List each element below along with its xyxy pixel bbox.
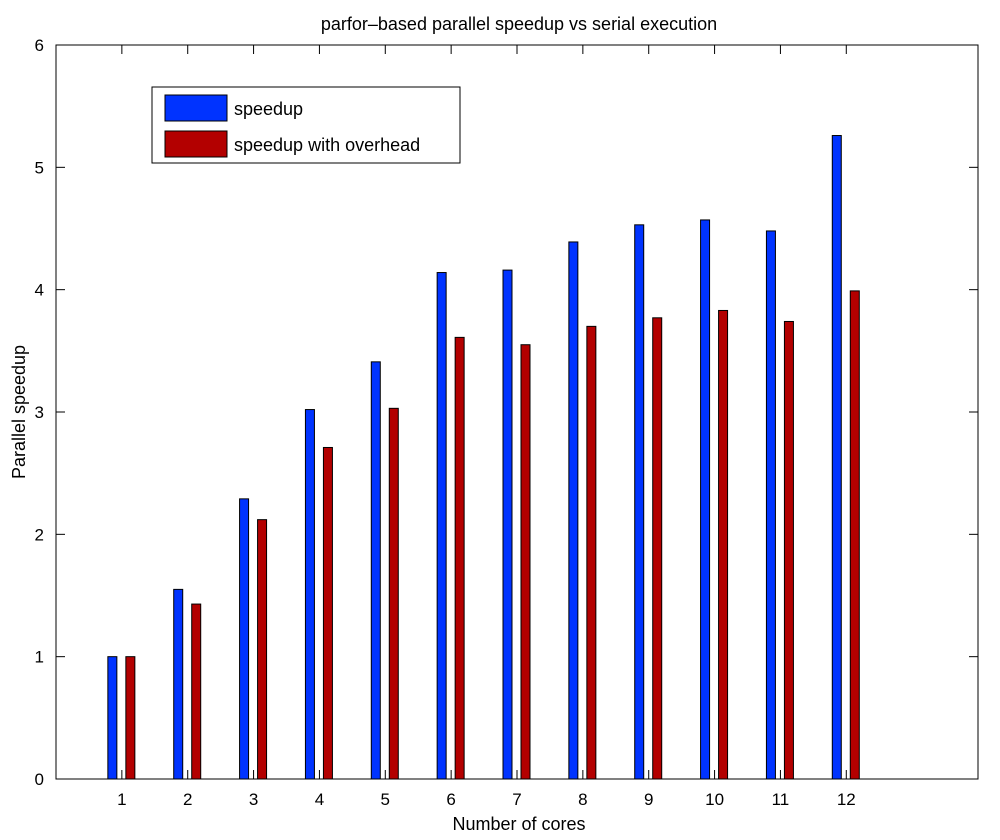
y-tick-label: 5: [35, 158, 44, 177]
x-tick-label: 7: [512, 790, 521, 809]
x-axis-title: Number of cores: [452, 814, 585, 834]
x-tick-label: 3: [249, 790, 258, 809]
bar-speedup-12: [831, 135, 842, 780]
bar-speedup-with-overhead-12: [849, 290, 860, 780]
x-tick-label: 5: [381, 790, 390, 809]
x-tick-label: 2: [183, 790, 192, 809]
bar-speedup-5: [370, 361, 381, 780]
x-tick-label: 9: [644, 790, 653, 809]
bar-speedup-with-overhead-1: [125, 656, 136, 780]
y-axis: 0 1 2 3 4 5 6: [35, 36, 978, 789]
legend-swatch-speedup: [164, 94, 228, 122]
bar-speedup-with-overhead-4: [322, 446, 333, 780]
bar-speedup-4: [304, 409, 315, 780]
legend-swatch-speedup-with-overhead: [164, 130, 228, 158]
bar-speedup-9: [634, 224, 645, 780]
bar-speedup-with-overhead-2: [191, 603, 202, 780]
y-tick-label: 6: [35, 36, 44, 55]
bar-speedup-2: [173, 588, 184, 780]
x-tick-label: 12: [837, 790, 856, 809]
chart-title: parfor–based parallel speedup vs serial …: [321, 14, 717, 34]
y-tick-label: 4: [35, 281, 44, 300]
x-tick-label: 1: [117, 790, 126, 809]
y-tick-label: 3: [35, 403, 44, 422]
x-tick-label: 11: [772, 790, 790, 809]
y-tick-label: 0: [35, 770, 44, 789]
bar-speedup-with-overhead-10: [718, 309, 729, 780]
x-tick-label: 4: [315, 790, 324, 809]
bar-speedup-11: [765, 230, 776, 780]
x-tick-label: 10: [705, 790, 724, 809]
legend: speedup speedup with overhead: [151, 86, 461, 164]
bars-layer: [107, 135, 860, 780]
bar-speedup-with-overhead-8: [586, 325, 597, 780]
legend-label-speedup-with-overhead: speedup with overhead: [234, 135, 420, 155]
x-tick-label: 8: [578, 790, 587, 809]
legend-label-speedup: speedup: [234, 99, 303, 119]
bar-speedup-6: [436, 272, 447, 780]
y-tick-label: 1: [35, 648, 44, 667]
bar-speedup-1: [107, 656, 118, 780]
bar-speedup-with-overhead-9: [652, 317, 663, 780]
bar-speedup-10: [700, 219, 711, 780]
bar-speedup-with-overhead-7: [520, 344, 531, 780]
bar-speedup-7: [502, 269, 513, 780]
x-tick-label: 6: [446, 790, 455, 809]
y-axis-title: Parallel speedup: [9, 345, 29, 479]
bar-speedup-with-overhead-6: [454, 336, 465, 780]
bar-speedup-with-overhead-11: [783, 320, 794, 780]
bar-speedup-with-overhead-5: [388, 407, 399, 780]
x-axis: 1 2 3 4 5 6 7 8 9 10 11 12: [117, 45, 856, 809]
bar-speedup-8: [568, 241, 579, 780]
bar-speedup-3: [239, 498, 250, 780]
y-tick-label: 2: [35, 525, 44, 544]
bar-speedup-with-overhead-3: [257, 519, 268, 780]
